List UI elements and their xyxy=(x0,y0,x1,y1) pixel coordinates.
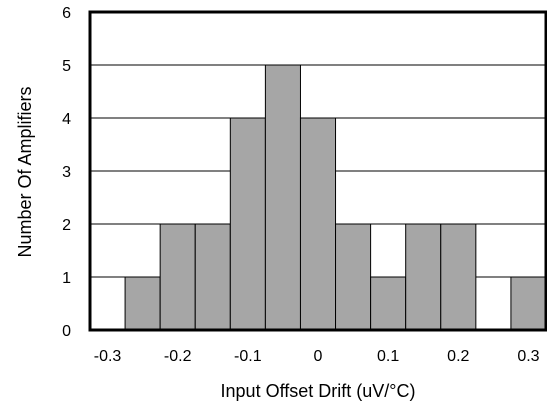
y-tick-label-1: 1 xyxy=(62,270,71,287)
bar-3 xyxy=(194,223,231,331)
y-tick-label-3: 3 xyxy=(62,164,71,181)
x-tick-labels: -0.3 -0.2 -0.1 0 0.1 0.2 0.3 xyxy=(94,348,540,365)
bar-2 xyxy=(159,223,196,331)
bar-12 xyxy=(510,276,547,331)
x-tick-label-0: -0.3 xyxy=(94,348,122,365)
y-tick-label-0: 0 xyxy=(62,323,71,340)
y-tick-label-2: 2 xyxy=(62,217,71,234)
bar-5 xyxy=(264,64,301,331)
bar-7 xyxy=(335,223,372,331)
bars-group xyxy=(124,64,547,331)
bar-1 xyxy=(124,276,161,331)
y-tick-label-4: 4 xyxy=(62,111,71,128)
y-axis-label: Number Of Amplifiers xyxy=(15,86,35,257)
bar-4 xyxy=(229,117,266,331)
y-tick-label-6: 6 xyxy=(62,5,71,22)
bar-10 xyxy=(440,223,477,331)
x-tick-label-6: 0.3 xyxy=(517,348,539,365)
x-tick-label-3: 0 xyxy=(314,348,323,365)
bar-9 xyxy=(405,223,442,331)
y-tick-labels: 0 1 2 3 4 5 6 xyxy=(62,5,71,340)
y-tick-label-5: 5 xyxy=(62,58,71,75)
plot-frame xyxy=(88,10,547,332)
x-tick-label-1: -0.2 xyxy=(164,348,192,365)
x-tick-label-2: -0.1 xyxy=(234,348,262,365)
bar-6 xyxy=(299,117,337,331)
x-axis-label: Input Offset Drift (uV/°C) xyxy=(221,381,416,401)
bar-8 xyxy=(370,276,407,331)
x-tick-label-4: 0.1 xyxy=(377,348,399,365)
x-tick-label-5: 0.2 xyxy=(447,348,469,365)
